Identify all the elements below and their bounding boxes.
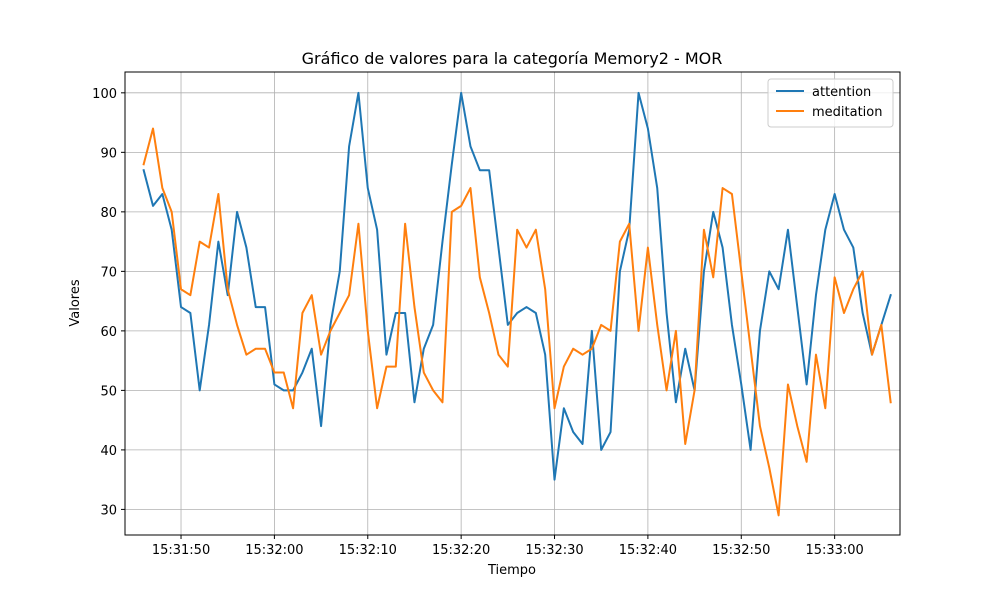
x-tick-label: 15:32:10 xyxy=(339,543,397,558)
x-tick-label: 15:32:40 xyxy=(619,543,677,558)
y-tick-label: 50 xyxy=(100,384,117,399)
y-tick-label: 60 xyxy=(100,325,117,340)
x-tick-label: 15:33:00 xyxy=(805,543,863,558)
x-tick-label: 15:31:50 xyxy=(152,543,210,558)
y-tick-label: 100 xyxy=(92,87,117,102)
series-line-attention xyxy=(142,91,892,481)
y-tick-label: 40 xyxy=(100,444,117,459)
series-line-meditation xyxy=(142,127,892,517)
y-axis-label: Valores xyxy=(68,279,83,326)
plot-frame xyxy=(124,71,901,536)
y-tick-label: 80 xyxy=(100,206,117,221)
series-lines xyxy=(142,91,892,517)
legend-label-meditation: meditation xyxy=(812,105,883,120)
y-tick-label: 90 xyxy=(100,146,117,161)
y-axis-ticks: 30 40 50 60 70 80 90 100 xyxy=(92,87,125,518)
x-axis-ticks: 15:31:50 15:32:00 15:32:10 15:32:20 15:32:30… xyxy=(152,535,864,558)
grid-lines xyxy=(125,72,900,535)
x-tick-label: 15:32:20 xyxy=(432,543,490,558)
legend-label-attention: attention xyxy=(812,85,871,100)
x-tick-label: 15:32:30 xyxy=(525,543,583,558)
legend: attention meditation xyxy=(767,78,894,128)
y-tick-label: 30 xyxy=(100,503,117,518)
x-tick-label: 15:32:50 xyxy=(712,543,770,558)
x-tick-label: 15:32:00 xyxy=(245,543,303,558)
chart-title: Gráfico de valores para la categoría Mem… xyxy=(302,49,723,68)
x-axis-label: Tiempo xyxy=(487,563,536,578)
y-tick-label: 70 xyxy=(100,265,117,280)
